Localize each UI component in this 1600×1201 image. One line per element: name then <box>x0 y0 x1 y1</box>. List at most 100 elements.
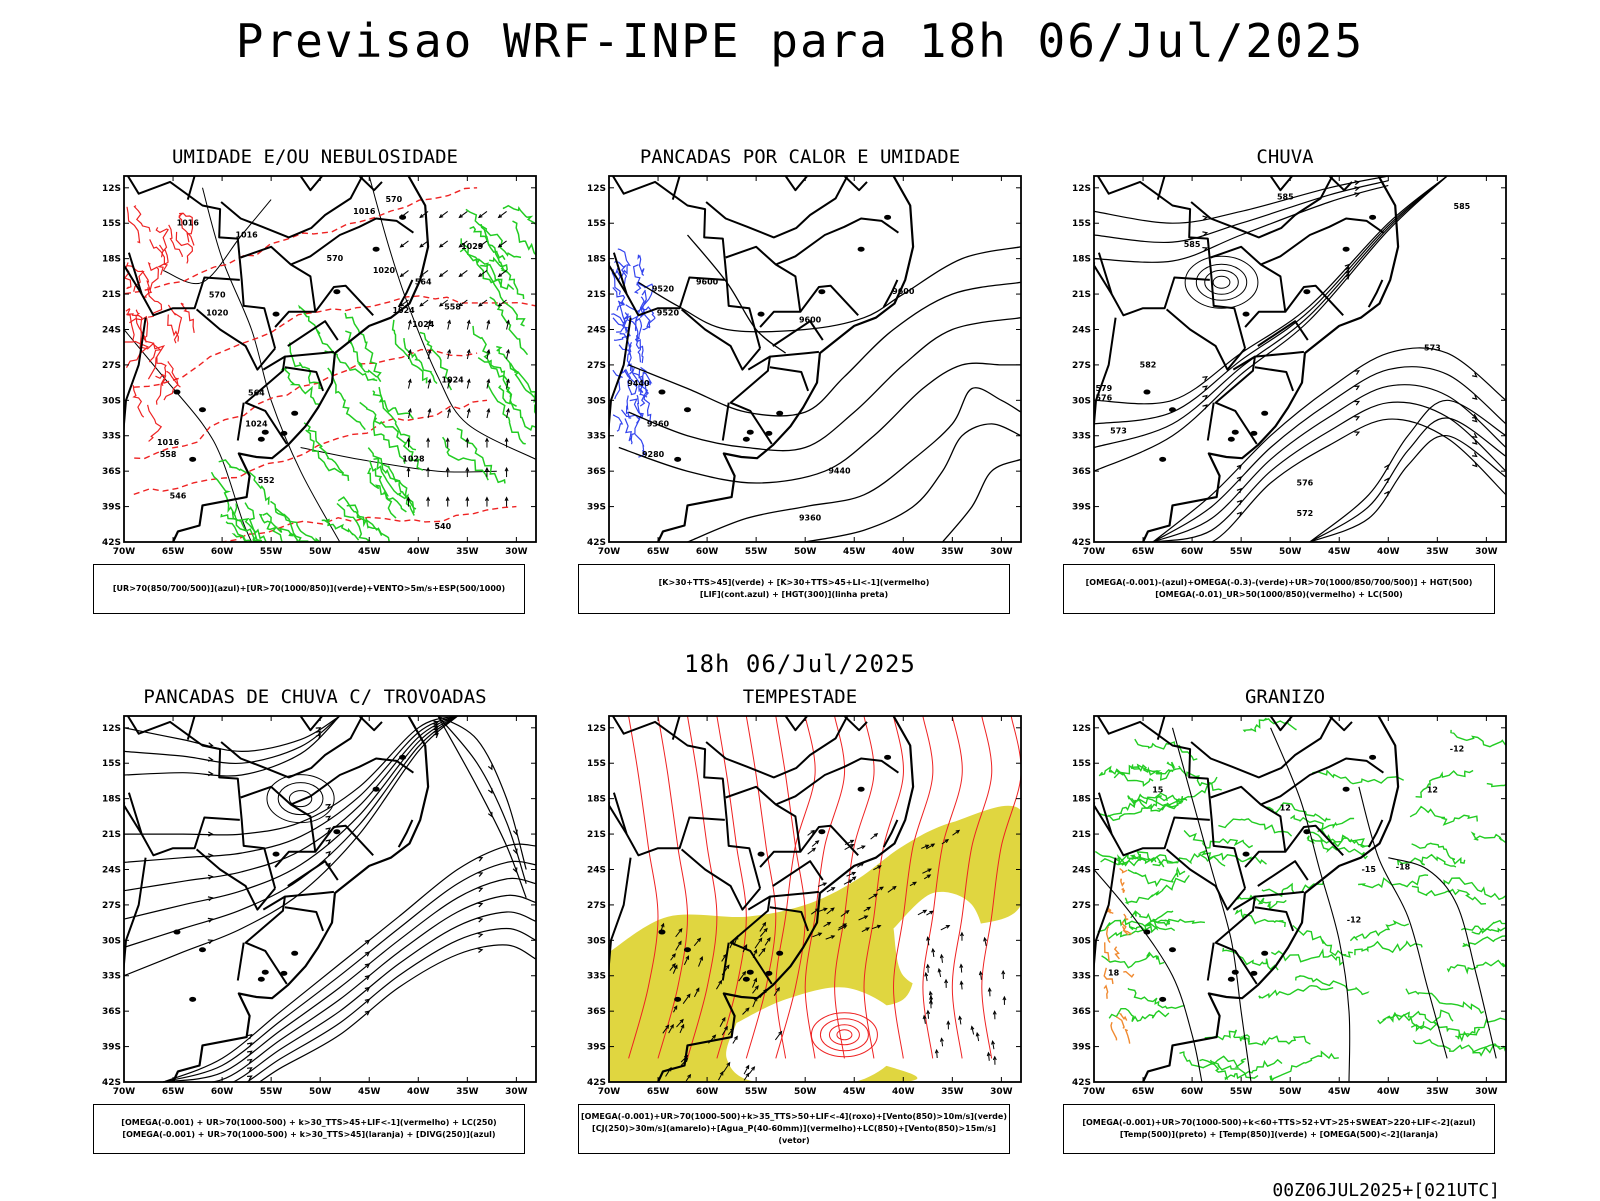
streamline-arrow <box>478 858 482 862</box>
streamline <box>1153 367 1506 542</box>
border-line <box>1208 943 1214 981</box>
lon-label: 65W <box>162 547 185 557</box>
lat-label: 39S <box>1072 1043 1091 1053</box>
contour-label: 540 <box>434 522 451 531</box>
lake-mark <box>1343 787 1350 792</box>
humidity-contour <box>373 391 413 419</box>
temp-850-contour <box>1168 762 1218 786</box>
contour-label: -12 <box>1347 916 1361 925</box>
contour-label: 1016 <box>353 207 376 216</box>
lat-label: 15S <box>1072 219 1091 229</box>
border-line <box>613 716 760 888</box>
lon-label: 40W <box>1377 1087 1400 1097</box>
lake-mark <box>333 289 340 294</box>
border-line <box>285 367 323 391</box>
lat-label: 24S <box>587 325 606 335</box>
contour-label: 564 <box>248 389 265 398</box>
border-line <box>301 176 323 190</box>
lon-label: 35W <box>941 547 964 557</box>
streamline <box>163 878 536 1082</box>
map-geography <box>1060 176 1398 542</box>
lat-label: 33S <box>587 432 606 442</box>
humidity-contour <box>481 224 507 272</box>
lon-label: 50W <box>1279 547 1302 557</box>
lat-label: 33S <box>102 432 121 442</box>
border-line <box>844 716 867 730</box>
omega-contour <box>1122 889 1125 893</box>
lon-label: 40W <box>407 547 430 557</box>
temp-850-contour <box>1455 1018 1510 1040</box>
lat-label: 33S <box>587 972 606 982</box>
contour-label: 15 <box>1152 786 1164 795</box>
thickness-contour <box>148 405 162 442</box>
lake-mark <box>333 829 340 834</box>
lake-mark <box>776 411 783 416</box>
contour-label: 9600 <box>799 315 822 324</box>
border-line <box>285 907 323 931</box>
panel-title: PANCADAS DE CHUVA C/ TROVOADAS <box>90 686 540 708</box>
lake-mark <box>765 971 772 976</box>
height-contour <box>619 363 1021 483</box>
lat-label: 24S <box>1072 325 1091 335</box>
border-line <box>1098 176 1245 348</box>
panel-title: UMIDADE E/OU NEBULOSIDADE <box>90 146 540 168</box>
streamline <box>124 716 340 751</box>
lake-mark <box>858 787 865 792</box>
border-line <box>238 943 244 981</box>
lat-label: 36S <box>1072 1007 1091 1017</box>
lake-mark <box>273 312 280 317</box>
vortex-ring <box>1213 276 1230 288</box>
lat-label: 18S <box>1072 255 1091 265</box>
streamline <box>163 861 536 1082</box>
temp-850-contour <box>1410 807 1477 825</box>
lake-mark <box>399 755 406 760</box>
lake-mark <box>291 951 298 956</box>
vortex-ring <box>1196 264 1246 300</box>
streamline-arrow <box>247 1084 251 1088</box>
contour-label: 9360 <box>799 514 822 523</box>
streamline-arrow <box>247 1043 251 1047</box>
lat-label: 27S <box>587 361 606 371</box>
temp-850-contour <box>1128 869 1185 886</box>
legend-line: [OMEGA(-0.001)+UR>70(1000-500)+k<60+TTS>… <box>1064 1117 1494 1129</box>
contour-label: 1020 <box>206 308 229 317</box>
panel-title: CHUVA <box>1060 146 1510 168</box>
border-line <box>786 176 808 190</box>
lat-label: 30S <box>587 396 606 406</box>
contour-label: 1016 <box>235 230 258 239</box>
lake-mark <box>1303 289 1310 294</box>
streamline-arrow <box>1354 417 1358 421</box>
streamline <box>1094 176 1447 424</box>
coastline <box>658 176 913 542</box>
temp-850-contour <box>1444 878 1510 899</box>
contour-label: 564 <box>415 278 432 287</box>
lake-mark <box>1228 977 1235 982</box>
lat-label: 12S <box>587 184 606 194</box>
lon-label: 45W <box>358 1087 381 1097</box>
temp-850-contour <box>1128 988 1185 1008</box>
lake-mark <box>1243 852 1250 857</box>
lat-label: 18S <box>102 255 121 265</box>
temp-850-contour <box>1461 925 1510 933</box>
border-line <box>613 176 760 348</box>
lon-label: 40W <box>892 1087 915 1097</box>
lat-label: 12S <box>587 724 606 734</box>
streamline-arrow <box>478 949 482 953</box>
lat-label: 36S <box>102 1007 121 1017</box>
lake-mark <box>1250 431 1257 436</box>
temp-850-contour <box>1259 986 1333 999</box>
contour-label: 9440 <box>828 467 851 476</box>
lon-label: 30W <box>990 547 1013 557</box>
lat-label: 27S <box>102 901 121 911</box>
lat-label: 15S <box>587 759 606 769</box>
contour-label: 1024 <box>441 376 464 385</box>
contour-label: 1024 <box>245 419 268 428</box>
border-line <box>285 352 334 357</box>
contour-label: 9280 <box>642 450 665 459</box>
streamline-arrow <box>513 830 517 834</box>
border-line <box>1191 716 1332 777</box>
